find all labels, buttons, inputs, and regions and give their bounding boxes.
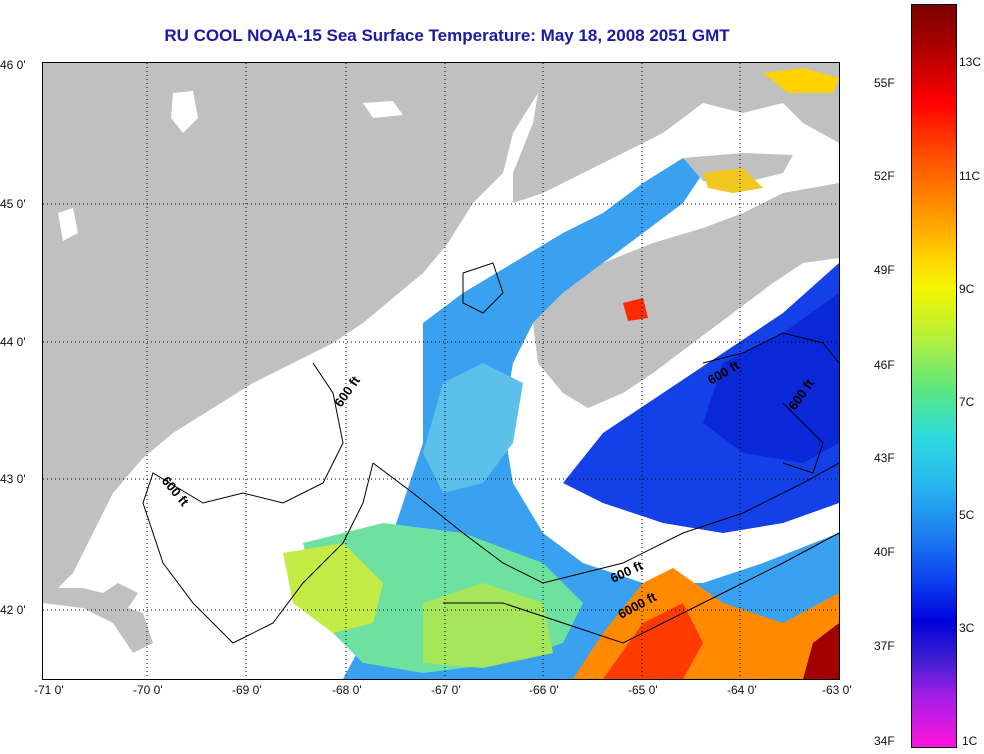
colorbar-f-37: 37F xyxy=(874,639,895,653)
warm-bay xyxy=(703,168,763,193)
sst-map-canvas: 600 ft 600 ft 600 ft 600 ft 600 ft 6000 … xyxy=(43,63,839,679)
central-gulf-water xyxy=(423,363,523,493)
colorbar-c-3: 3C xyxy=(959,621,975,635)
warm-water-red xyxy=(603,603,703,679)
lon-label-71: -71 0' xyxy=(34,683,64,697)
sst-map: 600 ft 600 ft 600 ft 600 ft 600 ft 6000 … xyxy=(42,62,840,680)
shelf-water-green2 xyxy=(423,583,553,668)
lat-label-43: 43 0' xyxy=(0,472,26,486)
lon-label-64: -64 0' xyxy=(727,683,757,697)
temperature-colorbar xyxy=(911,4,957,748)
land-new-brunswick xyxy=(513,63,839,203)
graticule xyxy=(43,63,839,679)
lon-label-67: -67 0' xyxy=(431,683,461,697)
cloud-blob xyxy=(171,91,198,133)
colorbar-f-46: 46F xyxy=(874,358,895,372)
colorbar-f-34: 34F xyxy=(874,734,895,748)
depth-contours xyxy=(142,262,839,644)
colorbar-f-49: 49F xyxy=(874,263,895,277)
lon-label-66: -66 0' xyxy=(529,683,559,697)
lon-label-63: -63 0' xyxy=(822,683,852,697)
colorbar-f-55: 55F xyxy=(874,76,895,90)
colorbar-c-11: 11C xyxy=(959,169,981,183)
lat-label-45: 45 0' xyxy=(0,197,26,211)
cloud-blob xyxy=(58,208,78,241)
land-cape-cod xyxy=(43,583,153,653)
scotian-water-dark xyxy=(703,293,839,463)
lon-label-68: -68 0' xyxy=(332,683,362,697)
colorbar-c-13: 13C xyxy=(959,55,982,69)
colorbar-c-5: 5C xyxy=(959,508,975,522)
lon-label-65: -65 0' xyxy=(628,683,658,697)
colorbar-c-7: 7C xyxy=(959,395,975,409)
cloud-blob xyxy=(363,101,403,118)
warm-strait xyxy=(763,68,839,93)
land-nova-scotia xyxy=(533,183,839,408)
lat-label-46: 46 0' xyxy=(0,58,26,72)
land-new-england xyxy=(43,63,543,603)
lon-label-70: -70 0' xyxy=(133,683,163,697)
colorbar-c-9: 9C xyxy=(959,282,975,296)
warm-water-hot xyxy=(803,623,839,679)
lat-label-44: 44 0' xyxy=(0,335,26,349)
colorbar-c-1: 1C xyxy=(962,734,978,748)
map-title: RU COOL NOAA-15 Sea Surface Temperature:… xyxy=(164,26,730,45)
colorbar-f-43: 43F xyxy=(874,451,895,465)
colorbar-f-40: 40F xyxy=(874,545,895,559)
lat-label-42: 42 0' xyxy=(0,603,26,617)
colorbar-f-52: 52F xyxy=(874,169,895,183)
scotian-water xyxy=(563,263,839,533)
lon-label-69: -69 0' xyxy=(232,683,262,697)
